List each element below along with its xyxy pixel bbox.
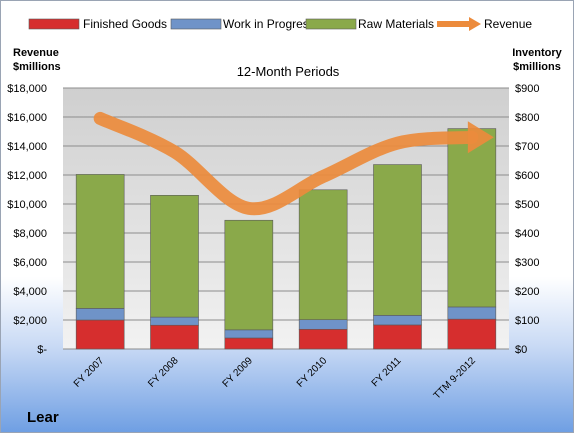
bar-raw-materials xyxy=(75,174,125,309)
bar-finished-goods xyxy=(447,318,497,350)
company-name: Lear xyxy=(27,409,59,426)
bar-raw-materials xyxy=(447,128,497,308)
bar-raw-materials xyxy=(373,164,422,316)
left-tick-label: $8,000 xyxy=(13,228,47,240)
revenue-line xyxy=(93,111,479,216)
left-tick-label: $16,000 xyxy=(7,112,47,124)
bar-work-in-progress xyxy=(447,306,497,320)
left-tick-label: $18,000 xyxy=(7,83,47,95)
legend-label: Work in Progress xyxy=(223,17,315,31)
bar-raw-materials xyxy=(150,195,199,318)
revenue-line-arrowhead xyxy=(467,121,494,154)
right-tick-label: $100 xyxy=(515,315,539,327)
right-axis-title-line2: $millions xyxy=(513,61,561,73)
category-label: FY 2010 xyxy=(295,355,330,390)
legend-swatch-raw-materials xyxy=(305,18,357,30)
bar-finished-goods xyxy=(150,324,199,350)
right-tick-label: $500 xyxy=(515,199,539,211)
right-tick-label: $600 xyxy=(515,170,539,182)
bar-work-in-progress xyxy=(373,315,422,326)
left-axis-title-line2: $millions xyxy=(13,61,61,73)
legend-swatch-revenue-arrow xyxy=(469,17,481,31)
bar-work-in-progress xyxy=(224,329,274,339)
bar-finished-goods xyxy=(373,324,422,350)
category-label: FY 2008 xyxy=(146,355,181,390)
right-tick-label: $0 xyxy=(515,344,527,356)
bar-finished-goods xyxy=(75,319,125,350)
bar-finished-goods xyxy=(224,337,274,350)
left-tick-label: $10,000 xyxy=(7,199,47,211)
legend-label: Raw Materials xyxy=(358,17,434,31)
left-tick-label: $14,000 xyxy=(7,141,47,153)
bar-raw-materials xyxy=(298,189,348,321)
right-tick-label: $900 xyxy=(515,83,539,95)
left-axis-title: Revenue $millions xyxy=(13,46,61,74)
bar-finished-goods xyxy=(298,328,348,350)
category-label: FY 2011 xyxy=(370,355,404,389)
bar-work-in-progress xyxy=(150,316,199,326)
left-tick-label: $2,000 xyxy=(13,315,47,327)
legend-swatch-work-in-progress xyxy=(170,18,222,30)
right-axis-title-line1: Inventory xyxy=(512,47,562,59)
category-label: TTM 9-2012 xyxy=(432,355,479,402)
right-tick-label: $200 xyxy=(515,286,539,298)
right-tick-label: $800 xyxy=(515,112,539,124)
chart-subtitle: 12-Month Periods xyxy=(236,64,340,79)
category-label: FY 2009 xyxy=(221,355,256,390)
bar-raw-materials xyxy=(224,219,274,331)
left-tick-label: $- xyxy=(37,344,47,356)
left-tick-label: $6,000 xyxy=(13,257,47,269)
right-axis-title: Inventory $millions xyxy=(509,46,565,74)
legend-swatch-finished-goods xyxy=(28,18,80,30)
left-axis-title-line1: Revenue xyxy=(13,47,59,59)
left-tick-label: $12,000 xyxy=(7,170,47,182)
bar-work-in-progress xyxy=(75,308,125,321)
right-tick-label: $400 xyxy=(515,228,539,240)
legend-label: Revenue xyxy=(484,17,532,31)
right-tick-label: $300 xyxy=(515,257,539,269)
right-tick-label: $700 xyxy=(515,141,539,153)
left-tick-label: $4,000 xyxy=(13,286,47,298)
category-label: FY 2007 xyxy=(72,355,107,390)
legend-label: Finished Goods xyxy=(83,17,167,31)
bar-work-in-progress xyxy=(298,319,348,330)
